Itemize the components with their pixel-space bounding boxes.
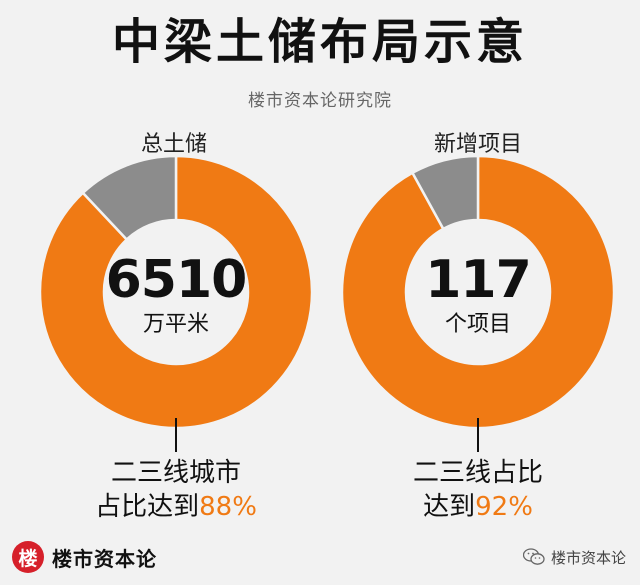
page-title: 中梁土储布局示意 — [111, 14, 528, 70]
caption-pct-new-projects: 92% — [475, 492, 533, 522]
donut-0-hole — [105, 221, 247, 363]
center-value-new-projects: 117 — [425, 250, 532, 310]
center-unit-total-land: 万平米 — [142, 312, 209, 337]
wechat-watermark: 楼市资本论 — [522, 544, 626, 570]
donut-1-slice-0 — [340, 154, 616, 430]
page-subtitle: 楼市资本论研究院 — [248, 91, 392, 111]
caption-pct-total-land: 88% — [199, 492, 257, 522]
brand-badge-icon: 楼 — [12, 541, 44, 573]
chart-title-new-projects: 新增项目 — [433, 132, 522, 157]
caption-line1-total-land: 二三线城市 — [110, 458, 241, 488]
center-unit-new-projects: 个项目 — [444, 312, 511, 337]
donut-1-slice-1 — [410, 154, 480, 231]
caption-line2-total-land: 占比达到88% — [16, 490, 336, 524]
pointer-line-right — [477, 418, 479, 452]
caption-prefix-total-land: 占比达到 — [95, 492, 200, 522]
brand-logo: 楼 楼市资本论 — [12, 540, 157, 574]
caption-total-land: 二三线城市 占比达到88% — [16, 456, 336, 524]
wechat-account-name: 楼市资本论 — [550, 548, 626, 567]
caption-new-projects: 二三线占比 达到92% — [318, 456, 638, 524]
wechat-icon — [522, 548, 545, 565]
donut-0-slice-1 — [81, 154, 178, 242]
caption-line1-new-projects: 二三线占比 — [412, 458, 543, 488]
caption-prefix-new-projects: 达到 — [423, 492, 476, 522]
brand-name: 楼市资本论 — [52, 546, 157, 571]
caption-line2-new-projects: 达到92% — [318, 490, 638, 524]
pointer-line-left — [175, 418, 177, 452]
center-value-total-land: 6510 — [105, 250, 248, 310]
donut-0-slice-0 — [38, 154, 314, 430]
chart-title-total-land: 总土储 — [140, 132, 207, 157]
donut-1-hole — [407, 221, 549, 363]
